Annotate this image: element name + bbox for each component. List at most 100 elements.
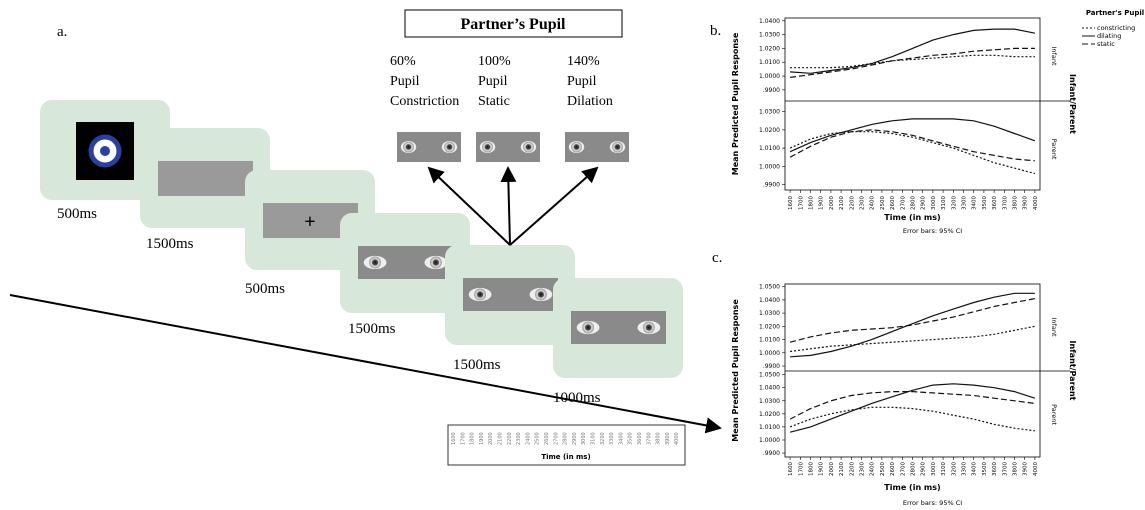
y-tick-label: 1.0100	[759, 59, 780, 66]
x-tick-label: 1700	[798, 462, 804, 476]
note: Error bars: 95% CI	[903, 499, 962, 507]
x-axis-label: Time (in ms)	[884, 483, 940, 492]
series-line	[790, 299, 1035, 343]
y-tick-label: 1.0300	[759, 109, 780, 116]
y-tick-label: 1.0300	[759, 32, 780, 39]
series-line	[790, 48, 1035, 77]
condition-label: 60%	[390, 54, 416, 69]
legend-entry: constricting	[1097, 24, 1135, 32]
x-tick-label: 3600	[992, 462, 998, 476]
iris	[430, 257, 442, 269]
x-tick-label: 2300	[860, 462, 866, 476]
x-tick-label: 2000	[829, 196, 835, 210]
duration: 500ms	[245, 281, 285, 297]
series-line	[790, 392, 1035, 420]
iris	[444, 142, 455, 153]
y-tick-label: 1.0000	[759, 73, 780, 80]
facet-label: Parent	[1050, 139, 1058, 160]
y-axis-label: Mean Predicted Pupil Response	[731, 299, 740, 442]
x-tick-label: 2800	[911, 196, 917, 210]
arrow	[508, 168, 510, 245]
y-tick-label: 1.0200	[759, 127, 780, 134]
iris	[474, 289, 486, 301]
condition-label: 140%	[567, 54, 600, 69]
legend-entry: static	[1097, 40, 1115, 48]
y-tick-label: 1.0200	[759, 411, 780, 418]
iris	[535, 289, 547, 301]
x-tick-label: 2500	[880, 462, 886, 476]
iris	[643, 322, 655, 334]
y-tick-label: 1.0200	[759, 45, 780, 52]
condition-label: Constriction	[390, 94, 459, 109]
x-tick-label: 2600	[890, 462, 896, 476]
x-tick-label: 4000	[1033, 196, 1039, 210]
x-tick-label: 2700	[900, 196, 906, 210]
timeline-tick-label: 3500	[628, 432, 634, 445]
figure: a. Partner’s Pupil 500ms1500ms+500ms1500…	[0, 0, 1145, 510]
timeline-tick-label: 2900	[572, 432, 578, 445]
timeline-tick-label: 3400	[618, 432, 624, 445]
x-tick-label: 3800	[1013, 462, 1019, 476]
y-tick-label: 1.0300	[759, 310, 780, 317]
condition-label: Dilation	[567, 94, 613, 109]
x-tick-label: 3300	[962, 196, 968, 210]
plot-frame	[785, 284, 1040, 457]
x-tick-label: 1900	[819, 196, 825, 210]
timeline-tick-label: 2100	[498, 432, 504, 445]
y-tick-label: 1.0500	[759, 372, 780, 379]
x-tick-label: 3100	[941, 196, 947, 210]
y-tick-label: 1.0400	[759, 297, 780, 304]
timeline-tick-label: 2200	[507, 432, 513, 445]
x-tick-label: 1900	[819, 462, 825, 476]
x-tick-label: 2100	[839, 196, 845, 210]
facet-title: Infant/Parent	[1068, 341, 1077, 401]
timeline-tick-label: 3300	[609, 432, 615, 445]
panel-label: a.	[57, 24, 67, 40]
x-tick-label: 2400	[870, 462, 876, 476]
timeline-tick-label: 2000	[488, 432, 494, 445]
x-tick-label: 2700	[900, 462, 906, 476]
series-line	[790, 29, 1035, 73]
timeline-tick-label: 2400	[525, 432, 531, 445]
x-tick-label: 2200	[849, 196, 855, 210]
y-tick-label: 1.0400	[759, 18, 780, 25]
y-tick-label: 1.0000	[759, 163, 780, 170]
y-tick-label: .9900	[763, 363, 780, 370]
facet-title: Infant/Parent	[1068, 74, 1077, 134]
x-tick-label: 3000	[931, 196, 937, 210]
x-tick-label: 3400	[972, 462, 978, 476]
timeline-tick-label: 3100	[591, 432, 597, 445]
timeline-tick-label: 2500	[535, 432, 541, 445]
timeline-tick-label: 3000	[581, 432, 587, 445]
duration: 1500ms	[453, 357, 501, 373]
iris	[523, 142, 534, 153]
noise-image	[158, 161, 253, 196]
x-tick-label: 3700	[1002, 462, 1008, 476]
timeline-tick-label: 2700	[553, 432, 559, 445]
timeline-tick-label: 2600	[544, 432, 550, 445]
x-tick-label: 2100	[839, 462, 845, 476]
timeline-tick-label: 3200	[600, 432, 606, 445]
x-tick-label: 2900	[921, 196, 927, 210]
title: Partner’s Pupil	[460, 16, 566, 33]
timeline-tick-label: 3800	[656, 432, 662, 445]
condition-label: Pupil	[390, 74, 420, 89]
panel-label: c.	[712, 250, 722, 266]
x-tick-label: 3900	[1023, 462, 1029, 476]
y-tick-label: 1.0100	[759, 145, 780, 152]
condition-label: Static	[478, 94, 510, 109]
x-tick-label: 2800	[911, 462, 917, 476]
x-tick-label: 2200	[849, 462, 855, 476]
duration: 1000ms	[553, 390, 601, 406]
x-tick-label: 3500	[982, 462, 988, 476]
timeline-tick-label: 1900	[479, 432, 485, 445]
y-tick-label: .9900	[763, 87, 780, 94]
y-tick-label: 1.0300	[759, 398, 780, 405]
x-tick-label: 2400	[870, 196, 876, 210]
iris	[582, 322, 594, 334]
duration: 500ms	[57, 206, 97, 222]
series-line	[790, 55, 1035, 67]
fixation-center	[100, 146, 110, 156]
y-tick-label: 1.0400	[759, 385, 780, 392]
timeline-tick-label: 4000	[674, 432, 680, 445]
